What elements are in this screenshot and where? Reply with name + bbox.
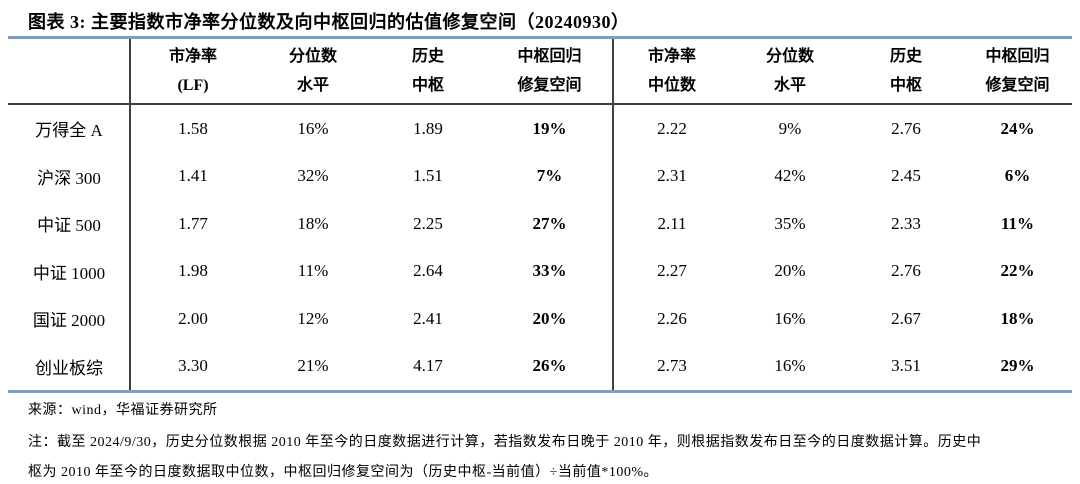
column-header: 分位数 水平 [731,39,849,105]
table-cell: 32% [297,166,329,186]
table-cell: 2.64 [413,261,443,281]
table-cell-upside: 20% [532,308,567,328]
header-line: 市净率 [647,48,696,65]
table-cell: 4.17 [413,356,443,376]
table-cell: 1.98 [178,261,208,281]
footnote-line-2: 枢为 2010 年至今的日度数据取中位数，中枢回归修复空间为（历史中枢-当前值）… [28,465,659,480]
column-header: 分位数 水平 [256,39,370,105]
table-cell-upside: 22% [1000,261,1035,281]
footnote-line-1: 注：截至 2024/9/30，历史分位数根据 2010 年至今的日度数据进行计算… [28,435,982,450]
row-label: 沪深 300 [37,168,101,188]
table-cell-upside: 33% [532,261,567,281]
row-label: 国证 2000 [32,311,106,331]
table-divider-middle [612,39,614,390]
header-line: 水平 [296,77,329,94]
table-cell: 16% [297,118,329,138]
header-line: 中枢 [411,77,444,94]
header-line: 历史 [411,48,444,65]
table-cell: 2.76 [891,118,921,138]
column-header: 历史 中枢 [849,39,963,105]
table-cell: 2.22 [657,118,687,138]
table-cell: 18% [297,213,329,233]
table-cell: 9% [778,118,802,138]
row-label: 中证 1000 [32,263,106,283]
header-line: 市净率 [168,48,217,65]
table-cell: 35% [774,213,806,233]
header-line: 中枢 [889,77,922,94]
table-cell-upside: 18% [1000,308,1035,328]
table-cell: 2.25 [413,213,443,233]
header-line: 水平 [773,77,806,94]
column-header: 市净率 (LF) [130,39,256,105]
header-line: 分位数 [765,48,814,65]
table-cell-upside: 29% [1000,356,1035,376]
table-cell: 2.45 [891,166,921,186]
table-grid: 市净率 (LF) 分位数 水平 历史 中枢 中枢回归 修复空间 市净率 中位数 … [8,39,1072,390]
table-cell-upside: 19% [532,118,567,138]
table-cell-upside: 6% [1004,166,1031,186]
table-cell: 2.73 [657,356,687,376]
table-cell-upside: 7% [536,166,563,186]
footnote: 注：截至 2024/9/30，历史分位数根据 2010 年至今的日度数据进行计算… [28,428,1058,484]
table-cell: 21% [297,356,329,376]
table-cell: 2.67 [891,308,921,328]
table-divider-left [129,39,131,390]
table-cell-upside: 26% [532,356,567,376]
table-cell: 16% [774,356,806,376]
table-cell: 16% [774,308,806,328]
table-cell: 2.11 [657,213,687,233]
valuation-table: 市净率 (LF) 分位数 水平 历史 中枢 中枢回归 修复空间 市净率 中位数 … [8,36,1072,393]
header-line: 修复空间 [985,77,1050,94]
header-line: 中枢回归 [517,48,582,65]
row-label: 中证 500 [37,216,101,236]
column-header: 中枢回归 修复空间 [963,39,1072,105]
header-line: 中枢回归 [985,48,1050,65]
header-line: 中位数 [647,77,696,94]
figure-title: 图表 3: 主要指数市净率分位数及向中枢回归的估值修复空间（20240930） [28,12,630,32]
table-cell-upside: 11% [1000,213,1035,233]
table-cell-upside: 27% [532,213,567,233]
table-cell: 1.51 [413,166,443,186]
corner-cell [8,39,130,105]
table-cell: 42% [774,166,806,186]
table-cell: 2.41 [413,308,443,328]
table-cell: 1.41 [178,166,208,186]
source-note: 来源：wind，华福证券研究所 [28,403,218,418]
column-header: 历史 中枢 [370,39,486,105]
table-cell: 2.33 [891,213,921,233]
row-label: 万得全 A [35,121,103,141]
header-line: 分位数 [288,48,337,65]
row-label: 创业板综 [35,358,103,378]
table-cell: 2.26 [657,308,687,328]
table-cell-upside: 24% [1000,118,1035,138]
header-line: 修复空间 [517,77,582,94]
table-cell: 1.58 [178,118,208,138]
table-cell: 3.30 [178,356,208,376]
table-cell: 2.27 [657,261,687,281]
table-cell: 1.89 [413,118,443,138]
table-cell: 1.77 [178,213,208,233]
table-cell: 2.76 [891,261,921,281]
table-cell: 11% [297,261,329,281]
table-cell: 2.00 [178,308,208,328]
column-header: 中枢回归 修复空间 [486,39,613,105]
table-cell: 20% [774,261,806,281]
column-header: 市净率 中位数 [613,39,731,105]
table-cell: 2.31 [657,166,687,186]
header-line: (LF) [177,77,209,94]
table-cell: 3.51 [891,356,921,376]
header-line: 历史 [889,48,922,65]
table-cell: 12% [297,308,329,328]
